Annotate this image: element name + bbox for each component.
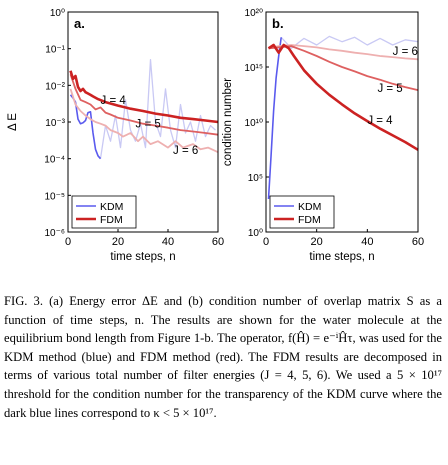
figure-caption: FIG. 3. (a) Energy error ΔE and (b) cond…: [4, 292, 442, 422]
legend-label-kdm: KDM: [298, 201, 321, 213]
annotation-label: J = 4: [367, 115, 393, 127]
x-tick-label: 20: [112, 236, 124, 248]
annotation-label: J = 6: [393, 46, 418, 58]
x-tick-label: 40: [361, 236, 373, 248]
annotation-label: J = 5: [136, 119, 161, 131]
annotation-label: J = 5: [377, 83, 402, 95]
series-fdm-j6-line: [69, 88, 219, 154]
series-kdm-line: [267, 37, 282, 200]
legend-label-fdm: FDM: [100, 214, 123, 226]
panel-a: 0 20 40 60 10⁻⁶ 10⁻⁵ 10⁻⁴ 10⁻³ 10⁻² 10⁻¹ 10⁰ time s…: [7, 8, 224, 263]
y-axis-label: Δ E: [7, 113, 19, 131]
legend-label-fdm: FDM: [298, 214, 321, 226]
caption-text: (a) Energy error ΔE and (b) condition nu…: [4, 294, 442, 420]
annotation-label: J = 6: [173, 145, 198, 157]
x-tick-label: 40: [162, 236, 174, 248]
x-tick-label: 20: [311, 236, 323, 248]
panel-label: b.: [272, 16, 284, 31]
y-tick-label: 10⁻³: [45, 118, 65, 129]
y-axis-label: condition number: [222, 78, 234, 166]
y-tick-label: 10⁻²: [45, 81, 65, 92]
y-tick-label: 10⁰: [248, 228, 263, 239]
legend-box: [269, 195, 335, 229]
y-tick-label: 10⁵: [248, 173, 263, 184]
x-axis-label: time steps, n: [309, 251, 374, 263]
y-tick-label: 10¹⁰: [245, 118, 263, 129]
x-axis-label: time steps, n: [110, 251, 175, 263]
x-tick-label: 0: [263, 236, 269, 248]
legend-label-kdm: KDM: [100, 201, 123, 213]
y-tick-label: 10⁻⁴: [44, 155, 65, 166]
y-tick-label: 10⁰: [50, 8, 65, 19]
x-tick-label: 60: [412, 236, 424, 248]
series-fdm-j5-line: [69, 74, 219, 136]
series-fdm-j4-line: [69, 70, 219, 124]
caption-label: FIG. 3.: [4, 294, 43, 308]
figure: 0 20 40 60 10⁻⁶ 10⁻⁵ 10⁻⁴ 10⁻³ 10⁻² 10⁻¹ 10⁰ time s…: [7, 8, 424, 263]
x-tick-label: 0: [65, 236, 71, 248]
y-tick-label: 10¹⁵: [244, 63, 263, 74]
panel-label: a.: [74, 16, 85, 31]
annotation-label: J = 4: [101, 95, 127, 107]
panel-b: 0 20 40 60 10⁰ 10⁵ 10¹⁰ 10¹⁵ 10²⁰ time steps, n co…: [222, 8, 424, 263]
series-fdm-j5-line: [268, 45, 419, 91]
legend-box: [71, 195, 137, 229]
series-kdm-faint-line: [99, 59, 216, 159]
series-fdm-j4-line: [267, 43, 419, 151]
y-tick-label: 10⁻¹: [45, 45, 65, 56]
y-tick-label: 10⁻⁶: [44, 228, 65, 239]
series-kdm-faint-line: [280, 35, 419, 49]
y-tick-label: 10⁻⁵: [44, 191, 65, 202]
series-fdm-j6-line: [268, 44, 419, 61]
y-tick-label: 10²⁰: [245, 8, 263, 19]
x-tick-label: 60: [212, 236, 224, 248]
